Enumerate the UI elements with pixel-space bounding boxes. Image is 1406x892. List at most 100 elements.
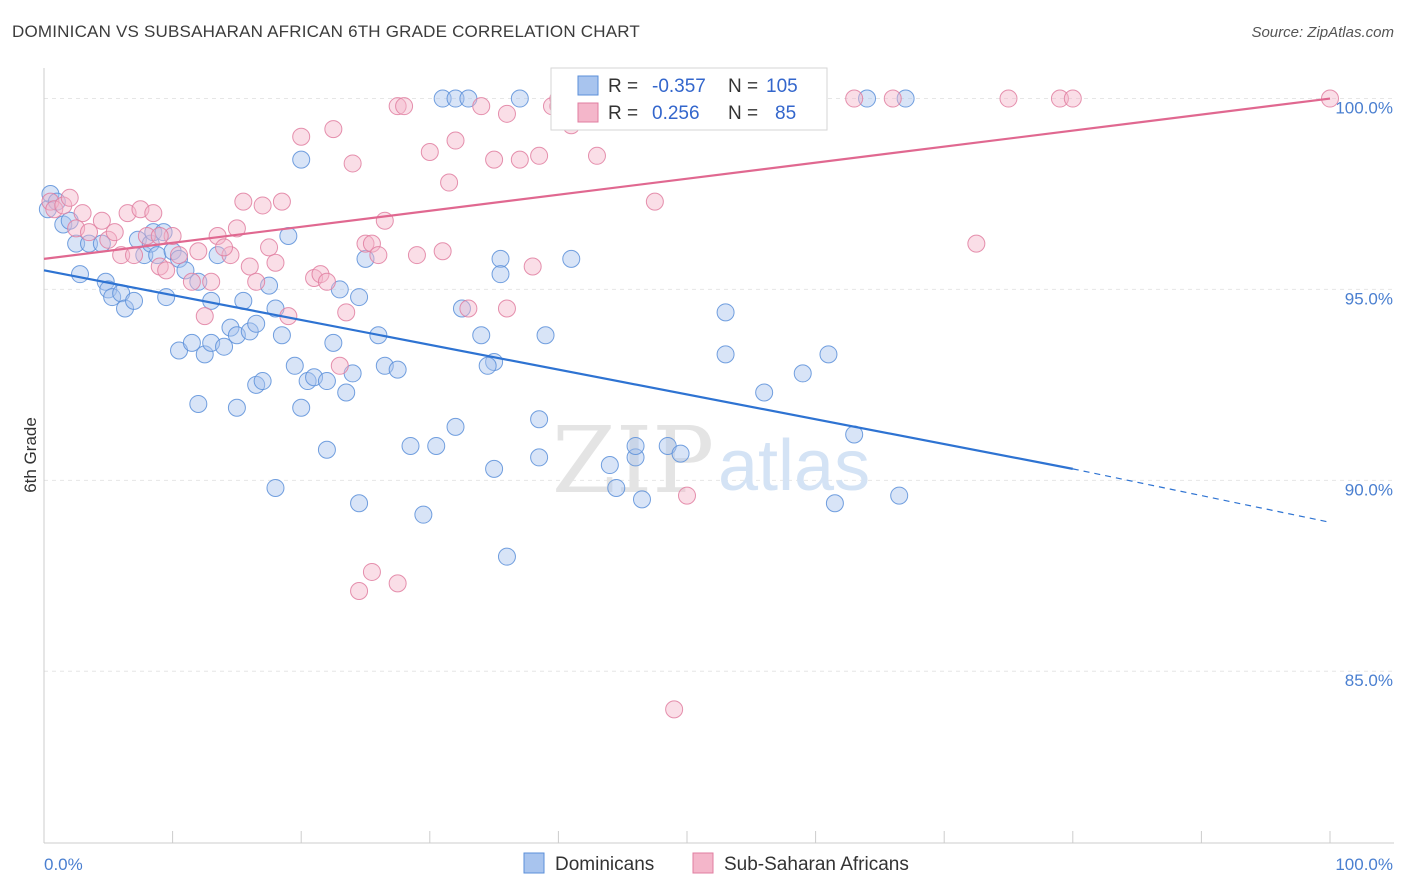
subsaharan-point	[388, 574, 407, 593]
dominicans-point	[510, 89, 529, 108]
dominicans-point	[240, 322, 259, 341]
subsaharan-point	[1050, 89, 1069, 108]
dominicans-point	[208, 246, 227, 265]
stats-pink-r-value: 0.256	[652, 103, 700, 124]
subsaharan-point	[350, 582, 369, 601]
watermark-atlas: atlas	[718, 426, 870, 506]
dominicans-point	[324, 333, 343, 352]
stats-pink-r-label: R =	[608, 103, 638, 124]
subsaharan-point	[407, 246, 426, 265]
subsaharan-point	[645, 192, 664, 211]
dominicans-point	[607, 478, 626, 497]
subsaharan-point	[163, 226, 182, 245]
y-tick-label: 85.0%	[1345, 671, 1393, 690]
dominicans-point	[562, 249, 581, 268]
subsaharan-point	[678, 486, 696, 505]
series-legend: Dominicans Sub-Saharan Africans	[523, 852, 909, 875]
subsaharan-point	[967, 234, 986, 253]
dominicans-point	[452, 299, 471, 318]
subsaharan-point	[105, 223, 124, 242]
dominicans-point	[716, 303, 735, 322]
subsaharan-point	[369, 246, 388, 265]
legend-swatch-subsaharan	[692, 852, 714, 874]
stats-pink-swatch	[577, 102, 599, 123]
dominicans-point	[485, 459, 504, 478]
dominicans-point	[350, 494, 369, 513]
subsaharan-point	[420, 142, 439, 161]
subsaharan-point	[73, 204, 92, 223]
dominicans-point	[600, 456, 619, 475]
subsaharan-trend-line	[43, 97, 1331, 260]
subsaharan-point	[497, 104, 516, 123]
dominicans-trend-line	[43, 269, 1074, 470]
subsaharan-point	[497, 299, 516, 318]
subsaharan-point	[356, 234, 375, 253]
x-tick-label-min: 0.0%	[44, 855, 83, 874]
subsaharan-point	[144, 204, 163, 223]
subsaharan-point	[530, 146, 549, 165]
dominicans-point	[497, 547, 516, 566]
dominicans-point	[433, 89, 452, 108]
subsaharan-point	[253, 196, 272, 215]
subsaharan-point	[266, 253, 285, 272]
subsaharan-point	[330, 356, 349, 375]
subsaharan-point	[195, 307, 214, 326]
dominicans-point	[755, 383, 774, 402]
stats-pink-n-label: N =	[728, 103, 758, 124]
dominicans-point	[247, 314, 266, 333]
subsaharan-point	[221, 246, 240, 265]
subsaharan-point	[999, 89, 1018, 108]
dominicans-point	[292, 150, 311, 169]
dominicans-point	[116, 299, 135, 318]
subsaharan-point	[510, 150, 529, 169]
subsaharan-point	[240, 257, 259, 276]
subsaharan-point	[292, 127, 311, 146]
dominicans-point	[671, 444, 690, 463]
dominicans-point	[536, 326, 555, 345]
subsaharan-point	[845, 89, 864, 108]
subsaharan-point	[202, 272, 221, 291]
dominicans-point	[825, 494, 844, 513]
subsaharan-point	[227, 219, 246, 238]
dominicans-point	[292, 398, 311, 417]
subsaharan-point	[433, 242, 452, 261]
subsaharan-point	[317, 272, 336, 291]
subsaharan-point	[665, 700, 684, 719]
dominicans-point	[626, 436, 645, 455]
stats-blue-n-value: 105	[766, 76, 798, 97]
y-tick-label: 100.0%	[1335, 99, 1393, 118]
x-tick-label-max: 100.0%	[1335, 855, 1393, 874]
subsaharan-point	[182, 272, 201, 291]
dominicans-point	[716, 345, 735, 364]
subsaharan-points	[41, 89, 1339, 719]
dominicans-point	[446, 417, 465, 436]
dominicans-point	[317, 440, 336, 459]
dominicans-point	[221, 318, 240, 337]
grid-lines	[44, 98, 1394, 672]
dominicans-point	[157, 288, 176, 307]
dominicans-trend-extension	[1072, 468, 1331, 523]
watermark-zip: ZIP	[552, 407, 714, 514]
dominicans-point	[530, 448, 549, 467]
subsaharan-point	[440, 173, 459, 192]
subsaharan-point	[170, 246, 189, 265]
stats-blue-n-label: N =	[728, 76, 758, 97]
dominicans-point	[491, 249, 510, 268]
legend-swatch-dominicans	[523, 852, 545, 874]
dominicans-points	[38, 89, 915, 566]
dominicans-point	[427, 436, 446, 455]
dominicans-point	[176, 261, 195, 280]
subsaharan-point	[157, 261, 176, 280]
dominicans-point	[272, 326, 291, 345]
subsaharan-point	[150, 226, 169, 245]
dominicans-point	[896, 89, 915, 108]
subsaharan-point	[215, 238, 234, 257]
y-axis-title: 6th Grade	[21, 417, 40, 493]
dominicans-point	[819, 345, 838, 364]
subsaharan-point	[99, 230, 118, 249]
dominicans-point	[189, 394, 208, 413]
dominicans-point	[285, 356, 304, 375]
dominicans-point	[317, 372, 336, 391]
dominicans-point	[195, 345, 214, 364]
legend-label-subsaharan: Sub-Saharan Africans	[724, 854, 909, 875]
